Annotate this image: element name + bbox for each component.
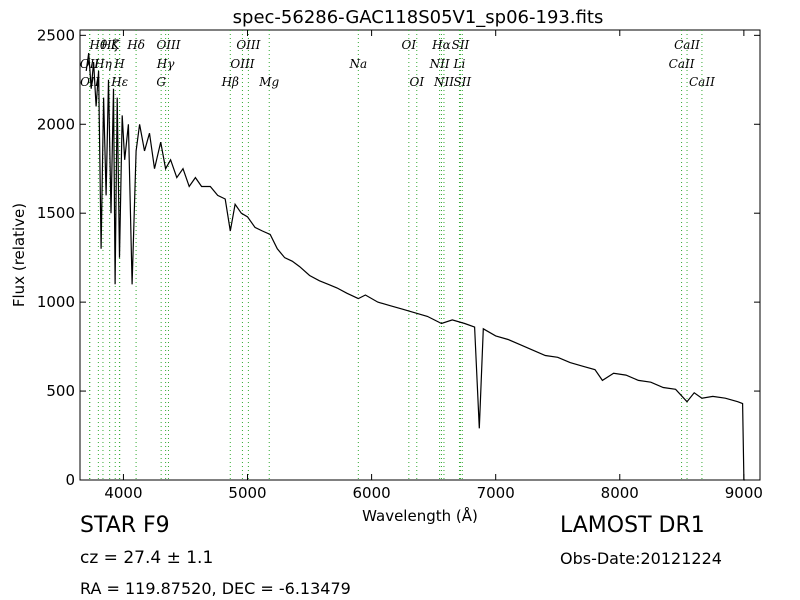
y-tick-label: 500 <box>46 382 75 400</box>
x-tick-label: 7000 <box>477 484 515 502</box>
emission-line-label: G <box>156 75 166 89</box>
emission-line-label: CaII <box>669 57 695 71</box>
emission-line-label: Na <box>349 57 368 71</box>
x-tick-label: 9000 <box>725 484 763 502</box>
y-axis-label: Flux (relative) <box>10 203 28 307</box>
spectrum-line <box>85 53 746 481</box>
emission-line-label: Hγ <box>156 57 175 71</box>
emission-line-label: NII <box>433 75 454 89</box>
emission-line-label: Hη <box>93 57 112 71</box>
spectrum-series <box>85 53 746 481</box>
emission-line-label: Li <box>453 57 466 71</box>
emission-line-label: OI <box>402 38 417 52</box>
emission-line-label: Hε <box>110 75 128 89</box>
y-tick-label: 2500 <box>37 26 75 44</box>
emission-line-label: Mg <box>258 75 279 89</box>
object-class: STAR F9 <box>80 513 170 538</box>
plot-area-frame <box>79 29 761 481</box>
x-axis-label: Wavelength (Å) <box>362 506 478 525</box>
emission-line-markers <box>89 30 703 480</box>
emission-line-label: SII <box>452 38 470 52</box>
axis-ticks: 4000 5000 6000 7000 8000 9000 0 500 1000 1500 2000… <box>37 26 763 502</box>
emission-line-label: Hθ <box>89 38 108 52</box>
x-tick-label: 6000 <box>353 484 391 502</box>
observation-date: Obs-Date:20121224 <box>560 549 722 568</box>
emission-line-labels: OIIOIIHθHηHζKHHεHδHγGOIIIHβOIIIOIIIMgNaO… <box>80 38 715 89</box>
emission-line-label: Hα <box>431 38 451 52</box>
redshift-value: cz = 27.4 ± 1.1 <box>80 548 214 568</box>
survey-name: LAMOST DR1 <box>560 513 705 538</box>
sky-coordinates: RA = 119.87520, DEC = -6.13479 <box>80 579 351 598</box>
y-tick-label: 1500 <box>37 204 75 222</box>
y-tick-label: 2000 <box>37 115 75 133</box>
x-tick-label: 5000 <box>228 484 266 502</box>
emission-line-label: Hζ <box>100 38 119 52</box>
emission-line-label: OIII <box>230 57 254 71</box>
emission-line-label: NII <box>429 57 450 71</box>
emission-line-label: Hδ <box>126 38 145 52</box>
emission-line-label: OIII <box>236 38 260 52</box>
emission-line-label: K <box>110 38 121 52</box>
x-tick-label: 4000 <box>104 484 142 502</box>
chart-title: spec-56286-GAC118S05V1_sp06-193.fits <box>233 7 604 28</box>
x-tick-label: 8000 <box>601 484 639 502</box>
y-tick-label: 1000 <box>37 293 75 311</box>
emission-line-label: H <box>113 57 125 71</box>
emission-line-label: OI <box>409 75 424 89</box>
emission-line-label: OIII <box>156 38 180 52</box>
emission-line-label: CaII <box>689 75 715 89</box>
emission-line-label: SII <box>453 75 471 89</box>
emission-line-label: Hβ <box>221 75 239 89</box>
emission-line-label: CaII <box>674 38 700 52</box>
y-tick-label: 0 <box>65 471 75 489</box>
